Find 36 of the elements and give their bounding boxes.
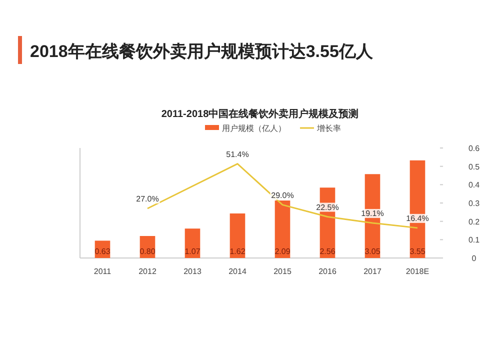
data-label: 16.4%	[406, 214, 429, 223]
bar	[274, 200, 290, 258]
chart-title: 2018年在线餐饮外卖用户规模预计达3.55亿人	[30, 42, 374, 61]
x-tick-label: 2013	[184, 267, 202, 276]
data-label: 2.56	[320, 247, 336, 256]
data-label: 0.63	[94, 247, 111, 256]
x-tick-label: 2014	[228, 267, 247, 276]
bar	[230, 213, 246, 258]
data-label: 2.09	[274, 247, 291, 256]
data-label: 27.0%	[136, 194, 159, 204]
data-label: 3.55	[410, 247, 426, 256]
y2-tick-label: 0	[472, 254, 477, 263]
y2-tick-label: 0.3	[468, 199, 480, 208]
legend-label: 用户规模（亿人）	[222, 124, 286, 133]
chart-subtitle: 2011-2018中国在线餐饮外卖用户规模及预测	[161, 108, 359, 120]
data-label: 22.5%	[316, 202, 339, 212]
data-label: 51.4%	[226, 150, 249, 159]
data-label: 0.80	[140, 247, 156, 256]
data-label: 1.07	[184, 247, 201, 256]
legend-label: 增长率	[316, 124, 341, 133]
data-label: 3.05	[364, 247, 381, 256]
y2-tick-label: 0.5	[468, 162, 480, 172]
data-label: 19.1%	[361, 208, 384, 218]
data-label: 1.62	[230, 247, 246, 256]
x-tick-label: 2015	[274, 267, 292, 276]
data-label: 29.0%	[271, 190, 294, 200]
x-tick-label: 2012	[138, 267, 157, 276]
y2-tick-label: 0.2	[468, 217, 480, 226]
y2-tick-label: 0.6	[468, 144, 480, 153]
x-tick-label: 2018E	[406, 267, 430, 276]
y2-tick-label: 0.1	[468, 236, 480, 245]
x-tick-label: 2011	[94, 267, 112, 276]
bar	[184, 228, 200, 258]
x-tick-label: 2017	[364, 267, 382, 276]
y2-tick-label: 0.4	[468, 180, 480, 190]
x-tick-label: 2016	[318, 267, 337, 276]
